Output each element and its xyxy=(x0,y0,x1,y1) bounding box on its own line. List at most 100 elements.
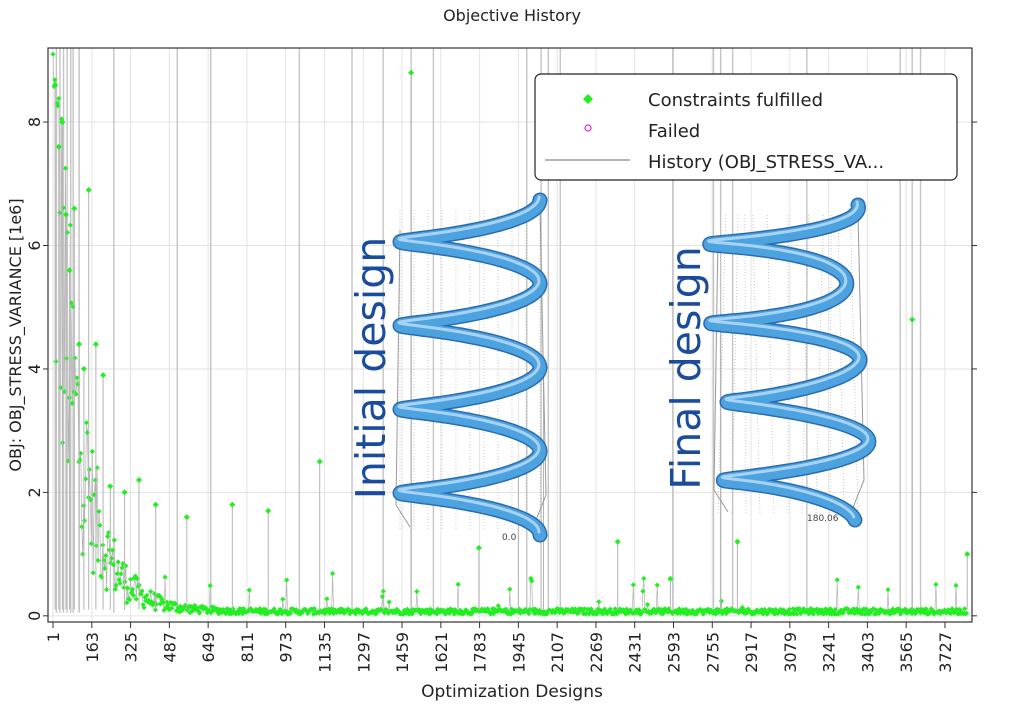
fulfilled-point xyxy=(437,609,443,615)
fulfilled-point xyxy=(447,606,453,612)
fulfilled-point xyxy=(92,341,99,348)
fulfilled-point xyxy=(786,606,792,612)
fulfilled-point xyxy=(667,575,674,582)
fulfilled-point xyxy=(279,611,285,617)
fulfilled-point xyxy=(66,267,73,274)
fulfilled-point xyxy=(641,575,647,582)
fulfilled-point xyxy=(408,69,415,76)
fulfilled-point xyxy=(76,341,83,348)
x-tick-label: 2431 xyxy=(626,632,645,673)
fulfilled-point xyxy=(118,571,124,577)
fulfilled-point xyxy=(152,607,159,613)
fulfilled-point xyxy=(111,537,117,543)
fulfilled-point xyxy=(89,448,95,455)
fulfilled-point xyxy=(78,450,84,456)
fulfilled-point xyxy=(69,400,75,406)
plot-frame xyxy=(47,47,973,623)
fulfilled-point xyxy=(794,611,800,617)
final-dimension-label: 180.06 xyxy=(807,514,839,524)
spring-coil xyxy=(703,199,875,526)
fulfilled-point xyxy=(352,608,358,614)
fulfilled-point xyxy=(263,606,269,612)
x-tick-label: 1621 xyxy=(432,632,451,673)
x-tick-label: 2107 xyxy=(548,632,567,673)
x-tick-label: 1945 xyxy=(509,632,528,673)
x-tick-label: 3241 xyxy=(820,632,839,673)
fulfilled-point xyxy=(83,420,90,426)
fulfilled-point xyxy=(284,577,290,583)
fulfilled-point xyxy=(85,187,92,193)
fulfilled-point xyxy=(347,611,353,617)
fulfilled-point xyxy=(127,597,133,603)
fulfilled-point xyxy=(962,606,968,612)
fulfilled-point xyxy=(330,570,336,577)
fulfilled-point xyxy=(129,586,136,593)
x-tick-label: 325 xyxy=(122,632,141,663)
fulfilled-point xyxy=(117,580,123,586)
x-tick-label: 3079 xyxy=(781,632,800,673)
x-tick-label: 973 xyxy=(277,632,296,663)
fulfilled-point xyxy=(859,611,865,617)
fulfilled-point xyxy=(718,598,724,604)
fulfilled-point xyxy=(141,605,147,611)
x-tick-label: 3403 xyxy=(858,632,877,673)
fulfilled-point xyxy=(73,391,79,397)
fulfilled-point xyxy=(160,599,166,606)
spring-mesh-line xyxy=(752,214,761,515)
fulfilled-point xyxy=(113,582,119,588)
y-axis: 0 2 4 6 8 xyxy=(25,117,977,621)
fulfilled-point xyxy=(639,609,645,615)
fulfilled-point xyxy=(446,610,452,616)
fulfilled-point xyxy=(96,508,102,515)
fulfilled-point xyxy=(109,547,115,553)
legend-fulfilled-marker xyxy=(583,94,593,104)
fulfilled-point xyxy=(287,610,294,616)
fulfilled-point xyxy=(165,602,171,608)
final-design-spring xyxy=(702,197,877,528)
fulfilled-point xyxy=(341,610,347,616)
fulfilled-point xyxy=(636,607,642,613)
fulfilled-point xyxy=(152,501,159,508)
y-tick-label: 6 xyxy=(25,240,44,250)
spring-mesh-line xyxy=(731,214,739,515)
fulfilled-point xyxy=(207,583,213,589)
x-tick-label: 2269 xyxy=(587,632,606,673)
fulfilled-point xyxy=(112,586,118,592)
fulfilled-point xyxy=(379,593,385,600)
fulfilled-point xyxy=(136,477,142,483)
fulfilled-point xyxy=(653,609,659,616)
fulfilled-point xyxy=(74,375,80,381)
fulfilled-point xyxy=(507,586,513,592)
legend-box xyxy=(534,73,958,181)
fulfilled-point xyxy=(717,607,723,613)
fulfilled-point xyxy=(797,606,803,612)
fulfilled-point xyxy=(100,372,107,379)
fulfilled-point xyxy=(52,82,59,88)
fulfilled-point xyxy=(71,205,78,212)
fulfilled-point xyxy=(58,385,64,391)
spring-coil-highlight xyxy=(707,200,870,519)
fulfilled-point xyxy=(53,358,59,365)
fulfilled-point xyxy=(734,538,741,545)
fulfilled-point xyxy=(386,599,392,605)
fulfilled-point xyxy=(148,588,154,595)
fulfilled-point xyxy=(909,316,916,323)
fulfilled-point xyxy=(77,457,83,463)
fulfilled-point xyxy=(700,611,706,617)
x-tick-label: 163 xyxy=(83,632,102,663)
fulfilled-point xyxy=(832,606,838,613)
fulfilled-point xyxy=(121,585,127,591)
fulfilled-point xyxy=(80,551,86,557)
fulfilled-point xyxy=(107,483,114,490)
fulfilled-point xyxy=(645,601,651,608)
fulfilled-point xyxy=(491,606,497,612)
fulfilled-point xyxy=(196,610,203,616)
fulfilled-point xyxy=(125,585,131,591)
spring-coil-highlight xyxy=(397,195,541,534)
fulfilled-point xyxy=(482,606,488,612)
fulfilled-point xyxy=(103,553,109,559)
fulfilled-point xyxy=(59,116,65,122)
fulfilled-point xyxy=(102,565,108,571)
fulfilled-point xyxy=(346,607,352,613)
